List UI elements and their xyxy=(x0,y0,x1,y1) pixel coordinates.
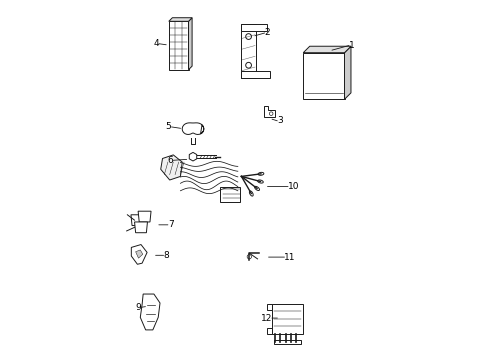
Text: 6: 6 xyxy=(168,156,173,165)
Polygon shape xyxy=(242,24,267,31)
Text: 4: 4 xyxy=(153,39,159,48)
Text: 9: 9 xyxy=(135,303,141,312)
Text: 11: 11 xyxy=(285,253,296,262)
Text: 3: 3 xyxy=(277,116,283,125)
Text: 7: 7 xyxy=(168,220,173,229)
Ellipse shape xyxy=(258,180,263,183)
Bar xyxy=(272,303,302,334)
Text: 8: 8 xyxy=(164,251,170,260)
Polygon shape xyxy=(140,294,160,330)
Bar xyxy=(242,24,256,78)
Polygon shape xyxy=(242,71,270,78)
Bar xyxy=(220,187,240,202)
Polygon shape xyxy=(131,244,147,264)
Ellipse shape xyxy=(258,172,264,175)
Polygon shape xyxy=(136,250,143,258)
Circle shape xyxy=(270,112,273,116)
Polygon shape xyxy=(303,46,351,53)
Bar xyxy=(303,53,344,99)
Ellipse shape xyxy=(249,191,253,196)
Text: 1: 1 xyxy=(349,41,355,50)
Circle shape xyxy=(247,255,251,259)
Polygon shape xyxy=(267,303,272,310)
Circle shape xyxy=(245,34,251,40)
Text: 12: 12 xyxy=(261,314,272,323)
Polygon shape xyxy=(267,328,272,334)
Polygon shape xyxy=(161,155,182,180)
Polygon shape xyxy=(138,211,151,222)
Polygon shape xyxy=(189,18,192,70)
Polygon shape xyxy=(135,222,147,233)
Circle shape xyxy=(245,62,251,68)
Polygon shape xyxy=(131,215,144,226)
Bar xyxy=(169,21,189,70)
Polygon shape xyxy=(182,123,204,135)
Bar xyxy=(274,341,301,344)
Text: 2: 2 xyxy=(265,28,270,37)
Ellipse shape xyxy=(255,186,260,190)
Polygon shape xyxy=(169,18,192,21)
Polygon shape xyxy=(189,152,196,161)
Polygon shape xyxy=(264,107,275,117)
Text: 10: 10 xyxy=(288,182,299,191)
Polygon shape xyxy=(344,46,351,99)
Text: 5: 5 xyxy=(166,122,171,131)
